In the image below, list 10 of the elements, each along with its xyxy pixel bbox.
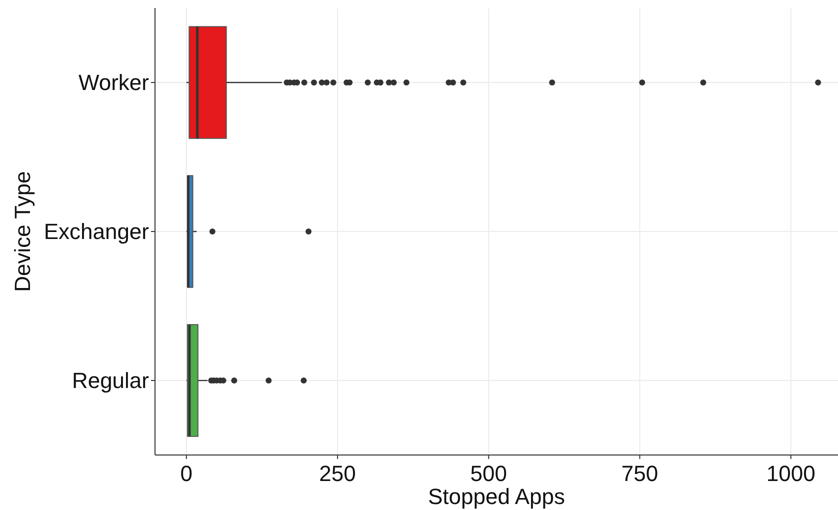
x-tick-label: 0 [180, 461, 193, 486]
x-tick-label: 750 [621, 461, 658, 486]
x-tick-label: 500 [470, 461, 507, 486]
y-axis-title: Device Type [10, 171, 35, 292]
x-tick-label: 1000 [766, 461, 816, 486]
y-tick-label: Worker [78, 70, 149, 96]
y-tick-label: Exchanger [44, 219, 149, 244]
x-tick-label: 250 [319, 461, 356, 486]
y-tick-label: Regular [72, 368, 149, 394]
x-axis-title: Stopped Apps [428, 484, 566, 509]
